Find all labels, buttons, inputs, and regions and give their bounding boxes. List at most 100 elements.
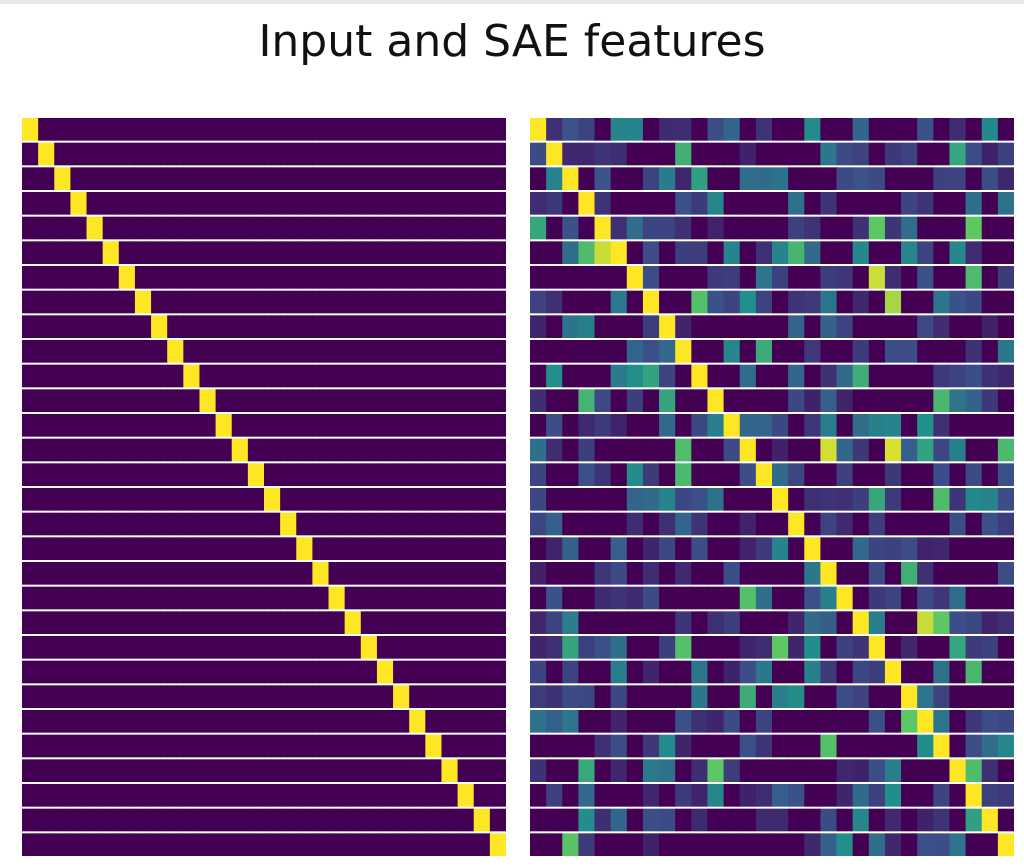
heatmap-cell (675, 266, 692, 289)
heatmap-cell (594, 167, 612, 190)
heatmap-cell (38, 562, 55, 585)
heatmap-cell (102, 833, 120, 856)
heatmap-cell (457, 438, 475, 462)
heatmap-cell (441, 142, 459, 166)
heatmap-cell (675, 463, 692, 486)
heatmap-cell (134, 586, 152, 610)
heatmap-cell (102, 414, 120, 437)
heatmap-cell (86, 438, 104, 462)
heatmap-cell (280, 315, 297, 338)
heatmap-cell (38, 537, 55, 560)
heatmap-cell (215, 463, 233, 486)
heatmap-cell (578, 759, 596, 782)
heatmap-cell (167, 488, 184, 511)
heatmap-cell (772, 784, 789, 807)
heatmap-cell (425, 438, 443, 462)
heatmap-cell (183, 142, 201, 166)
heatmap-cell (22, 562, 39, 585)
heatmap-cell (642, 364, 660, 388)
heatmap-cell (134, 759, 152, 782)
heatmap-cell (739, 290, 757, 314)
heatmap-cell (530, 586, 547, 610)
heatmap-cell (22, 611, 39, 634)
heatmap-cell (901, 142, 918, 166)
heatmap-cell (594, 463, 612, 486)
heatmap-cell (578, 192, 596, 215)
heatmap-cell (360, 192, 378, 215)
heatmap-cell (38, 784, 55, 807)
heatmap-cell (578, 685, 596, 708)
heatmap-cell (820, 636, 838, 659)
heatmap-cell (997, 315, 1014, 338)
heatmap-cell (264, 660, 281, 684)
heatmap-cell (675, 833, 692, 856)
heatmap-cell (328, 266, 346, 289)
heatmap-cell (659, 315, 676, 338)
heatmap-cell (578, 142, 596, 166)
heatmap-cell (659, 118, 676, 141)
heatmap-cell (441, 414, 459, 437)
heatmap-cell (675, 562, 692, 585)
heatmap-cell (917, 266, 934, 289)
heatmap-cell (199, 685, 217, 708)
heatmap-cell (393, 438, 410, 462)
heatmap-cell (675, 636, 692, 659)
heatmap-cell (997, 512, 1014, 536)
heatmap-cell (70, 364, 88, 388)
input-heatmap (22, 118, 506, 856)
heatmap-cell (707, 660, 725, 684)
heatmap-cell (949, 488, 967, 511)
heatmap-cell (38, 759, 55, 782)
heatmap-cell (22, 167, 39, 190)
heatmap-cell (344, 512, 362, 536)
heatmap-cell (215, 241, 233, 264)
heatmap-cell (441, 537, 459, 560)
heatmap-cell (409, 315, 426, 338)
heatmap-cell (739, 710, 757, 733)
heatmap-cell (489, 710, 506, 733)
heatmap-cell (562, 734, 579, 758)
heatmap-cell (707, 833, 725, 856)
heatmap-cell (425, 611, 443, 634)
heatmap-cell (457, 784, 475, 807)
heatmap-cell (54, 290, 71, 314)
heatmap-cell (788, 438, 805, 462)
heatmap-cell (38, 710, 55, 733)
heatmap-cell (626, 660, 644, 684)
heatmap-cell (489, 808, 506, 832)
heatmap-cell (215, 685, 233, 708)
heatmap-cell (264, 636, 281, 659)
heatmap-cell (659, 167, 676, 190)
heatmap-cell (965, 364, 983, 388)
heatmap-cell (360, 364, 378, 388)
heatmap-cell (675, 315, 692, 338)
heatmap-cell (473, 142, 491, 166)
heatmap-cell (884, 808, 902, 832)
heatmap-cell (949, 512, 967, 536)
heatmap-cell (594, 759, 612, 782)
heatmap-cell (376, 636, 394, 659)
heatmap-cell (199, 118, 217, 141)
heatmap-cell (788, 512, 805, 536)
heatmap-cell (836, 537, 854, 560)
heatmap-cell (376, 562, 394, 585)
heatmap-cell (739, 216, 757, 240)
heatmap-cell (901, 389, 918, 412)
heatmap-cell (723, 216, 741, 240)
heatmap-cell (997, 611, 1014, 634)
heatmap-cell (594, 438, 612, 462)
heatmap-cell (868, 488, 886, 511)
heatmap-cell (376, 438, 394, 462)
heatmap-cell (328, 340, 346, 363)
heatmap-cell (997, 808, 1014, 832)
heatmap-cell (804, 734, 821, 758)
heatmap-cell (296, 118, 313, 141)
heatmap-cell (231, 488, 249, 511)
heatmap-cell (457, 118, 475, 141)
heatmap-cell (264, 389, 281, 412)
heatmap-cell (425, 266, 443, 289)
heatmap-cell (102, 340, 120, 363)
heatmap-cell (739, 562, 757, 585)
heatmap-cell (296, 315, 313, 338)
heatmap-cell (70, 611, 88, 634)
